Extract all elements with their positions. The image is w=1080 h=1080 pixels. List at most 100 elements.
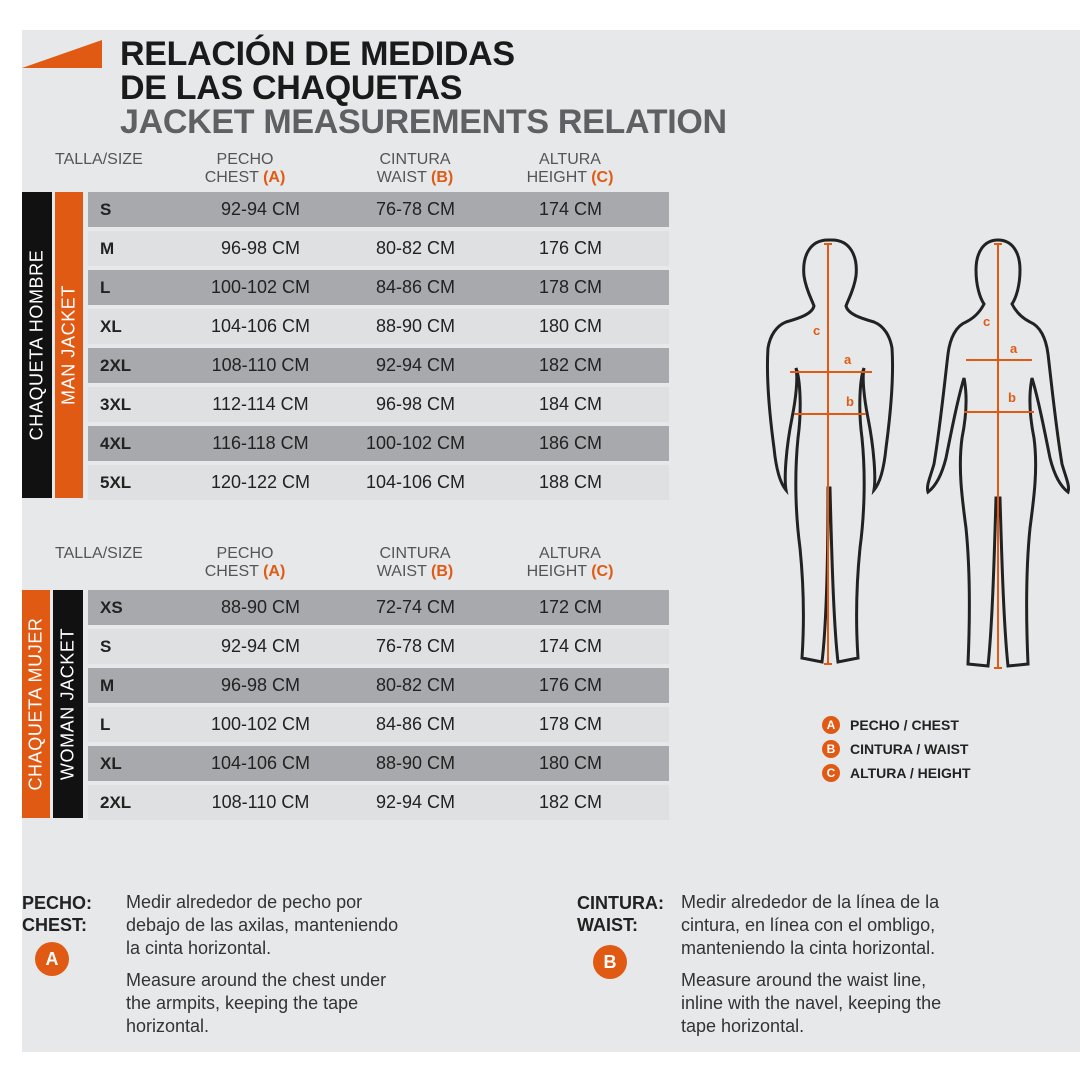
waist-note-label-en: WAIST: [577,915,638,935]
table-row: S 92-94 CM 76-78 CM 174 CM [88,629,669,664]
table-row: L 100-102 CM 84-86 CM 178 CM [88,707,669,742]
legend-badge-c: C [822,764,840,782]
height-cell: 178 CM [538,277,603,297]
table-row: L 100-102 CM 84-86 CM 178 CM [88,270,669,305]
waist-note-text-es-line-3: manteniendo la cinta horizontal. [681,938,936,958]
height-header-en: HEIGHT (C) [526,169,614,186]
woman-label-es-bar: CHAQUETA MUJER [22,590,50,818]
legend-label-waist: CINTURA / WAIST [850,741,969,757]
chest-note-label-es: PECHO: [22,893,93,913]
table-row: M 96-98 CM 80-82 CM 176 CM [88,231,669,266]
height-cell: 172 CM [538,597,603,617]
waist-cell: 72-74 CM [375,597,456,617]
height-cell: 174 CM [538,636,603,656]
waist-header-en: WAIST (B) [376,169,454,186]
waist-cell: 76-78 CM [375,636,456,656]
man-label-es: CHAQUETA HOMBRE [26,249,47,441]
man-label-es-bar: CHAQUETA HOMBRE [22,192,52,498]
waist-header-woman-en: WAIST (B) [376,563,454,580]
height-header-woman-es: ALTURA [539,545,601,562]
chest-note-text-en-line-3: horizontal. [126,1016,210,1036]
legend-badge-b: B [822,740,840,758]
height-cell: 188 CM [538,472,603,492]
size-cell: M [100,239,115,258]
height-header: ALTURA HEIGHT (C) [510,151,630,187]
legend-label-height: ALTURA / HEIGHT [850,765,971,781]
chest-header-woman-es: PECHO [216,545,274,562]
table-row: XL 104-106 CM 88-90 CM 180 CM [88,746,669,781]
table-row: S 92-94 CM 76-78 CM 174 CM [88,192,669,227]
waist-header-woman: CINTURA WAIST (B) [360,545,470,581]
height-cell: 186 CM [538,433,603,453]
waist-cell: 84-86 CM [375,277,456,297]
height-cell: 176 CM [538,238,603,258]
waist-header-woman-es: CINTURA [379,545,451,562]
male-label-b: b [846,394,854,409]
height-header-woman-en: HEIGHT (C) [526,563,614,580]
size-cell: XL [100,754,122,773]
size-cell: 5XL [100,473,132,492]
legend-badge-a: A [822,716,840,734]
chest-cell: 120-122 CM [210,472,311,492]
chest-note-text-es: Medir alrededor de pecho por debajo de l… [126,891,398,960]
woman-label-en-bar: WOMAN JACKET [53,590,83,818]
chest-note-badge: A [35,942,69,976]
legend-height: C ALTURA / HEIGHT [822,764,971,782]
male-label-c: c [813,323,821,338]
chest-header-es: PECHO [216,151,274,168]
waist-cell: 84-86 CM [375,714,456,734]
size-cell: 2XL [100,793,132,812]
waist-cell: 80-82 CM [375,238,456,258]
waist-cell: 88-90 CM [375,753,456,773]
chest-cell: 104-106 CM [210,316,311,336]
waist-note-label-es: CINTURA: [577,893,664,913]
chest-note-text-en-line-2: the armpits, keeping the tape [126,993,359,1013]
chest-cell: 100-102 CM [210,714,311,734]
table-row: 4XL 116-118 CM 100-102 CM 186 CM [88,426,669,461]
height-cell: 180 CM [538,316,603,336]
waist-cell: 92-94 CM [375,355,456,375]
size-cell: S [100,637,112,656]
height-cell: 178 CM [538,714,603,734]
waist-note-text-es: Medir alrededor de la línea de la cintur… [681,891,939,960]
chest-note-text-es-line-3: la cinta horizontal. [126,938,272,958]
legend-chest: A PECHO / CHEST [822,716,959,734]
height-cell: 180 CM [538,753,603,773]
height-cell: 182 CM [538,355,603,375]
chest-cell: 112-114 CM [212,394,309,414]
waist-cell: 80-82 CM [375,675,456,695]
title-line-1: RELACIÓN DE MEDIDAS [120,35,515,73]
chest-cell: 88-90 CM [220,597,301,617]
table-row: 3XL 112-114 CM 96-98 CM 184 CM [88,387,669,422]
height-header-woman: ALTURA HEIGHT (C) [510,545,630,581]
chest-note-text-es-line-2: debajo de las axilas, manteniendo [126,915,399,935]
table-row: M 96-98 CM 80-82 CM 176 CM [88,668,669,703]
height-cell: 176 CM [538,675,603,695]
chest-cell: 116-118 CM [212,433,309,453]
waist-cell: 88-90 CM [375,316,456,336]
waist-header: CINTURA WAIST (B) [360,151,470,187]
chest-cell: 104-106 CM [210,753,311,773]
height-cell: 182 CM [538,792,603,812]
table-row: XL 104-106 CM 88-90 CM 180 CM [88,309,669,344]
chest-note-text-en-line-1: Measure around the chest under [126,970,387,990]
chest-header-woman: PECHO CHEST (A) [190,545,300,581]
table-row: 5XL 120-122 CM 104-106 CM 188 CM [88,465,669,500]
chest-header-woman-en: CHEST (A) [204,563,286,580]
size-cell: 3XL [100,395,132,414]
size-header-label: TALLA/SIZE [55,151,143,168]
female-label-b: b [1008,390,1016,405]
chest-note-text-en: Measure around the chest under the armpi… [126,969,386,1038]
size-cell: L [100,715,111,734]
table-row: 2XL 108-110 CM 92-94 CM 182 CM [88,348,669,383]
size-cell: XS [100,598,123,617]
legend-label-chest: PECHO / CHEST [850,717,959,733]
size-cell: S [100,200,112,219]
chest-header-en: CHEST (A) [204,169,286,186]
chest-header: PECHO CHEST (A) [190,151,300,187]
waist-cell: 100-102 CM [365,433,466,453]
woman-label-es: CHAQUETA MUJER [25,617,46,791]
chest-note-text-es-line-1: Medir alrededor de pecho por [126,892,363,912]
size-header: TALLA/SIZE [55,151,143,169]
title-line-2: DE LAS CHAQUETAS [120,69,463,107]
